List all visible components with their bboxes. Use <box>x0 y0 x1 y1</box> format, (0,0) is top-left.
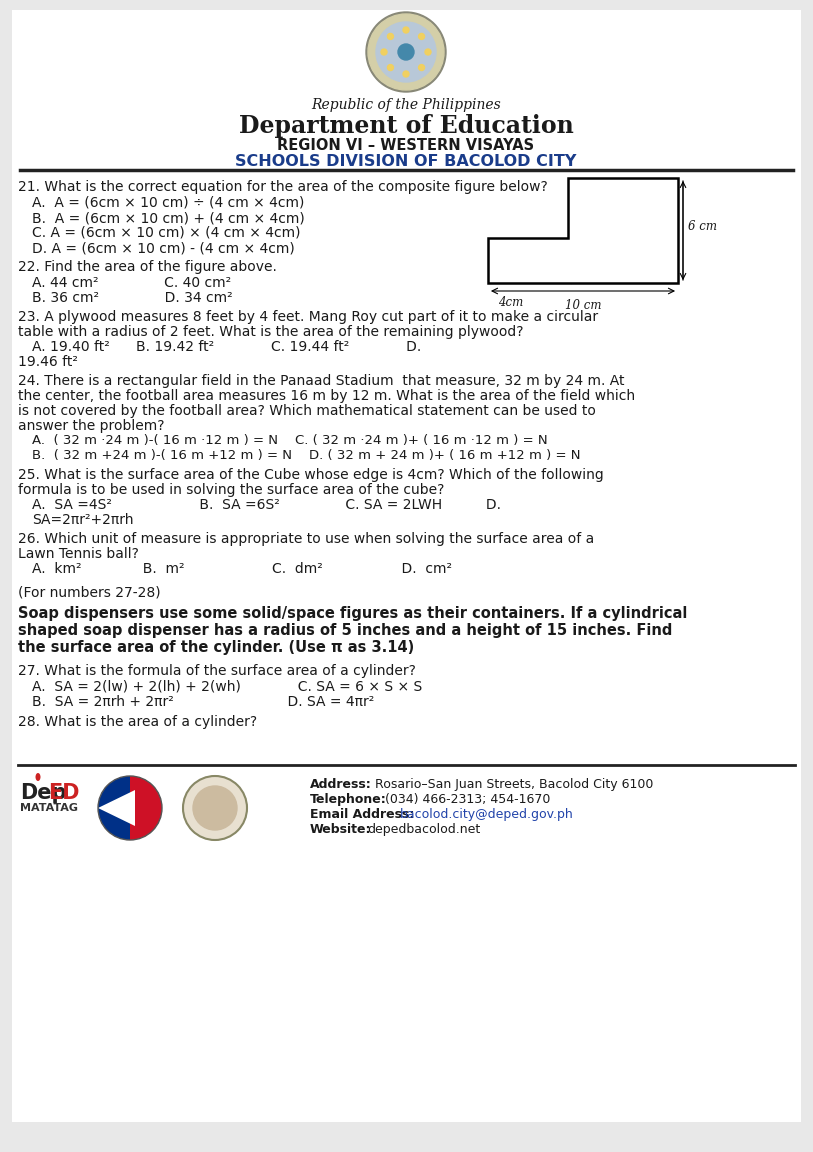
Wedge shape <box>130 776 162 840</box>
Circle shape <box>376 22 436 82</box>
Text: D. A = (6cm × 10 cm) - (4 cm × 4cm): D. A = (6cm × 10 cm) - (4 cm × 4cm) <box>32 241 295 255</box>
Text: A.  SA =4S²                    B.  SA =6S²               C. SA = 2LWH          D: A. SA =4S² B. SA =6S² C. SA = 2LWH D <box>32 498 501 511</box>
Text: ED: ED <box>48 783 80 803</box>
Text: Lawn Tennis ball?: Lawn Tennis ball? <box>18 547 139 561</box>
Text: Department of Education: Department of Education <box>239 114 573 138</box>
Text: 4 cm: 4 cm <box>575 247 604 259</box>
Circle shape <box>388 33 393 39</box>
Text: B. 36 cm²               D. 34 cm²: B. 36 cm² D. 34 cm² <box>32 291 233 305</box>
Text: Rosario–San Juan Streets, Bacolod City 6100: Rosario–San Juan Streets, Bacolod City 6… <box>375 778 654 791</box>
Text: Soap dispensers use some solid/space figures as their containers. If a cylindric: Soap dispensers use some solid/space fig… <box>18 606 687 621</box>
Text: A.  SA = 2(lw) + 2(lh) + 2(wh)             C. SA = 6 × S × S: A. SA = 2(lw) + 2(lh) + 2(wh) C. SA = 6 … <box>32 680 422 694</box>
Text: MATATAG: MATATAG <box>20 803 78 813</box>
Circle shape <box>368 14 444 90</box>
Text: bacolod.city@deped.gov.ph: bacolod.city@deped.gov.ph <box>400 808 574 821</box>
Text: 25. What is the surface area of the Cube whose edge is 4cm? Which of the followi: 25. What is the surface area of the Cube… <box>18 468 604 482</box>
Text: Website:: Website: <box>310 823 372 836</box>
Wedge shape <box>98 776 130 840</box>
Text: 10 cm: 10 cm <box>565 300 602 312</box>
Circle shape <box>403 71 409 77</box>
Circle shape <box>419 65 424 70</box>
Text: REGION VI – WESTERN VISAYAS: REGION VI – WESTERN VISAYAS <box>277 138 535 153</box>
Text: 21. What is the correct equation for the area of the composite figure below?: 21. What is the correct equation for the… <box>18 180 548 194</box>
Text: B.  SA = 2πrh + 2πr²                          D. SA = 4πr²: B. SA = 2πrh + 2πr² D. SA = 4πr² <box>32 695 374 708</box>
Circle shape <box>419 33 424 39</box>
Text: 28. What is the area of a cylinder?: 28. What is the area of a cylinder? <box>18 715 257 729</box>
Circle shape <box>425 50 431 55</box>
Text: A.  A = (6cm × 10 cm) ÷ (4 cm × 4cm): A. A = (6cm × 10 cm) ÷ (4 cm × 4cm) <box>32 196 304 210</box>
Circle shape <box>183 776 247 840</box>
Ellipse shape <box>36 773 41 781</box>
Circle shape <box>403 26 409 33</box>
Text: A.  ( 32 m ·24 m )-( 16 m ·12 m ) = N    C. ( 32 m ·24 m )+ ( 16 m ·12 m ) = N: A. ( 32 m ·24 m )-( 16 m ·12 m ) = N C. … <box>32 434 548 447</box>
Text: 22. Find the area of the figure above.: 22. Find the area of the figure above. <box>18 260 277 274</box>
Text: SA=2πr²+2πrh: SA=2πr²+2πrh <box>32 513 133 526</box>
Text: Address:: Address: <box>310 778 372 791</box>
Text: SCHOOLS DIVISION OF BACOLOD CITY: SCHOOLS DIVISION OF BACOLOD CITY <box>235 154 576 169</box>
Text: Dep: Dep <box>20 783 67 803</box>
Text: A.  km²              B.  m²                    C.  dm²                  D.  cm²: A. km² B. m² C. dm² D. cm² <box>32 562 452 576</box>
Text: (034) 466-2313; 454-1670: (034) 466-2313; 454-1670 <box>385 793 550 806</box>
Text: 6 cm: 6 cm <box>688 220 717 233</box>
Text: depedbacolod.net: depedbacolod.net <box>367 823 480 836</box>
Text: table with a radius of 2 feet. What is the area of the remaining plywood?: table with a radius of 2 feet. What is t… <box>18 325 524 339</box>
Circle shape <box>398 44 414 60</box>
Text: C. A = (6cm × 10 cm) × (4 cm × 4cm): C. A = (6cm × 10 cm) × (4 cm × 4cm) <box>32 226 301 240</box>
Text: shaped soap dispenser has a radius of 5 inches and a height of 15 inches. Find: shaped soap dispenser has a radius of 5 … <box>18 623 672 638</box>
Text: 27. What is the formula of the surface area of a cylinder?: 27. What is the formula of the surface a… <box>18 664 416 679</box>
Text: 24. There is a rectangular field in the Panaad Stadium  that measure, 32 m by 24: 24. There is a rectangular field in the … <box>18 374 624 388</box>
Text: 4cm: 4cm <box>498 296 524 309</box>
Text: the center, the football area measures 16 m by 12 m. What is the area of the fie: the center, the football area measures 1… <box>18 389 635 403</box>
Text: answer the problem?: answer the problem? <box>18 419 164 433</box>
Circle shape <box>381 50 387 55</box>
Polygon shape <box>488 179 678 283</box>
Text: A. 44 cm²               C. 40 cm²: A. 44 cm² C. 40 cm² <box>32 276 231 290</box>
Text: Telephone:: Telephone: <box>310 793 387 806</box>
Circle shape <box>193 786 237 829</box>
Text: the surface area of the cylinder. (Use π as 3.14): the surface area of the cylinder. (Use π… <box>18 641 415 655</box>
Text: 19.46 ft²: 19.46 ft² <box>18 355 78 369</box>
Text: Email Address:: Email Address: <box>310 808 415 821</box>
Text: formula is to be used in solving the surface area of the cube?: formula is to be used in solving the sur… <box>18 483 445 497</box>
Circle shape <box>366 12 446 92</box>
Text: B.  ( 32 m +24 m )-( 16 m +12 m ) = N    D. ( 32 m + 24 m )+ ( 16 m +12 m ) = N: B. ( 32 m +24 m )-( 16 m +12 m ) = N D. … <box>32 449 580 462</box>
Polygon shape <box>98 790 135 826</box>
Text: A. 19.40 ft²      B. 19.42 ft²             C. 19.44 ft²             D.: A. 19.40 ft² B. 19.42 ft² C. 19.44 ft² D… <box>32 340 421 354</box>
Text: Republic of the Philippines: Republic of the Philippines <box>311 98 501 112</box>
Text: B.  A = (6cm × 10 cm) + (4 cm × 4cm): B. A = (6cm × 10 cm) + (4 cm × 4cm) <box>32 211 305 225</box>
Circle shape <box>98 776 162 840</box>
Circle shape <box>388 65 393 70</box>
Text: DepEd: DepEd <box>202 803 228 809</box>
Text: 26. Which unit of measure is appropriate to use when solving the surface area of: 26. Which unit of measure is appropriate… <box>18 532 594 546</box>
Text: 23. A plywood measures 8 feet by 4 feet. Mang Roy cut part of it to make a circu: 23. A plywood measures 8 feet by 4 feet.… <box>18 310 598 324</box>
Text: (For numbers 27-28): (For numbers 27-28) <box>18 586 161 600</box>
Text: is not covered by the football area? Which mathematical statement can be used to: is not covered by the football area? Whi… <box>18 404 596 418</box>
